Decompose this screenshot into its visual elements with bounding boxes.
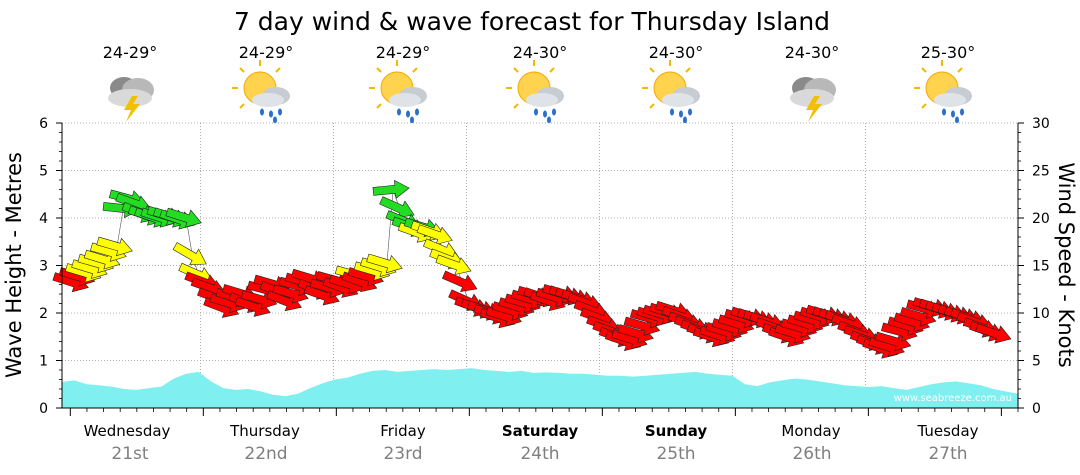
day-weather-5: 24-30° [785, 43, 840, 122]
day-label: Friday [380, 422, 426, 440]
sun-rain-icon [506, 60, 564, 124]
day-weather-1: 24-29° [232, 43, 293, 124]
wind-arrow [372, 179, 410, 199]
day-weather-0: 24-29° [103, 43, 158, 122]
y-tick-label-right: 0 [1032, 401, 1041, 417]
temp-range: 24-29° [239, 43, 294, 62]
wave-series [62, 368, 1018, 408]
temp-range: 25-30° [921, 43, 976, 62]
day-label: Wednesday [84, 422, 171, 440]
wind-arrow [96, 236, 133, 257]
date-label: 25th [656, 444, 695, 464]
date-label: 24th [520, 444, 559, 464]
y-tick-label-right: 15 [1032, 259, 1050, 275]
wind-arrow [874, 331, 912, 352]
storm-icon [790, 77, 836, 122]
y-tick-label-left: 0 [39, 401, 48, 417]
date-label: 21st [111, 444, 148, 464]
temp-range: 24-29° [103, 43, 158, 62]
wind-arrow [441, 270, 478, 293]
axes: 0 1 2 3 4 5 6 0 5 10 15 20 25 30 [39, 116, 1050, 417]
y-tick-label-left: 3 [39, 259, 48, 275]
wave-height-area [62, 368, 1018, 408]
y-tick-label-left: 1 [39, 354, 48, 370]
y-tick-label-right: 30 [1032, 116, 1050, 132]
sun-rain-icon [232, 60, 290, 124]
temp-range: 24-30° [649, 43, 704, 62]
day-weather-3: 24-30° [506, 43, 567, 124]
gridlines [62, 122, 1018, 408]
day-weather-4: 24-30° [642, 43, 703, 124]
day-weather-2: 24-29° [369, 43, 430, 124]
y-tick-label-left: 4 [39, 211, 48, 227]
day-label: Monday [781, 422, 840, 440]
date-label: 26th [792, 444, 831, 464]
y-tick-label-right: 20 [1032, 211, 1050, 227]
date-label: 27th [928, 444, 967, 464]
wind-arrow [366, 253, 403, 274]
day-label: Sunday [645, 422, 708, 440]
day-label: Saturday [502, 422, 579, 440]
day-weather-6: 25-30° [914, 43, 975, 124]
temp-range: 24-30° [513, 43, 568, 62]
y-tick-label-right: 25 [1032, 164, 1050, 180]
wind-arrow [435, 254, 472, 276]
wind-arrow [165, 207, 202, 228]
temp-range: 24-30° [785, 43, 840, 62]
y-tick-label-left: 2 [39, 306, 48, 322]
storm-icon [108, 77, 154, 122]
day-label: Tuesday [916, 422, 978, 440]
y-tick-label-left: 5 [39, 164, 48, 180]
wind-arrow [975, 323, 1012, 344]
wind-arrow [379, 196, 415, 218]
date-label: 22nd [244, 444, 287, 464]
y-tick-label-left: 6 [39, 116, 48, 132]
date-label: 23rd [383, 444, 422, 464]
y-axis-label-left: Wave Height - Metres [2, 152, 26, 378]
wind-arrow [172, 242, 207, 266]
sun-rain-icon [642, 60, 700, 124]
y-tick-label-right: 5 [1032, 354, 1041, 370]
wind-arrow [416, 224, 453, 245]
y-axis-label-right: Wind Speed - Knots [1054, 162, 1078, 367]
day-label: Thursday [229, 422, 300, 440]
watermark: www.seabreeze.com.au [894, 393, 1012, 404]
y-tick-label-right: 10 [1032, 306, 1050, 322]
sun-rain-icon [914, 60, 972, 124]
temp-range: 24-29° [376, 43, 431, 62]
wind-series [52, 179, 1012, 359]
sun-rain-icon [369, 60, 427, 124]
x-axis-days: Wednesday 21st Thursday 22nd Friday 23rd… [84, 422, 979, 464]
chart-title: 7 day wind & wave forecast for Thursday … [234, 7, 830, 36]
weather-row: 24-29° 24-29° [103, 43, 975, 124]
